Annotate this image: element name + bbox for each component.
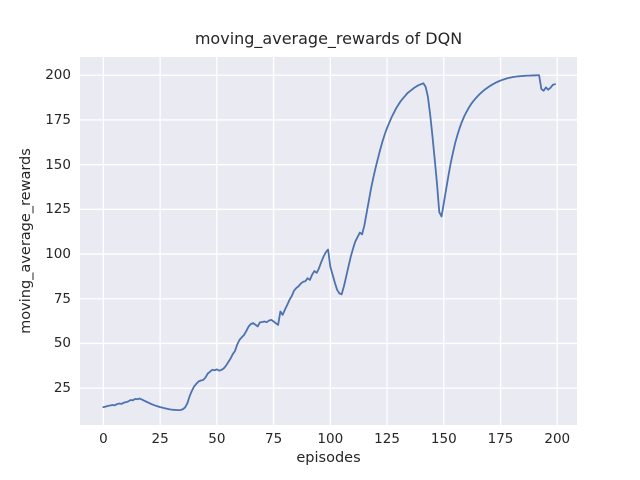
y-tick-label: 200 xyxy=(45,67,71,84)
line-chart xyxy=(80,57,577,425)
x-tick-label: 0 xyxy=(99,431,108,447)
y-tick-label: 75 xyxy=(53,290,71,307)
x-tick-label: 175 xyxy=(487,431,514,447)
x-tick-label: 200 xyxy=(544,431,571,447)
y-tick-label: 100 xyxy=(45,246,71,263)
y-tick-label: 125 xyxy=(45,201,71,218)
data-line xyxy=(102,74,556,412)
x-tick-label: 50 xyxy=(208,431,226,447)
x-axis-label: episodes xyxy=(296,450,361,466)
plot-area xyxy=(80,57,577,425)
x-tick-label: 150 xyxy=(430,431,457,447)
y-tick-label: 25 xyxy=(53,380,71,397)
y-tick-label: 150 xyxy=(45,156,71,173)
x-tick-label: 100 xyxy=(317,431,344,447)
y-tick-label: 50 xyxy=(53,335,71,352)
x-tick-label: 25 xyxy=(151,431,169,447)
chart-title: moving_average_rewards of DQN xyxy=(194,29,463,48)
y-tick-label: 175 xyxy=(45,111,71,128)
x-tick-label: 75 xyxy=(264,431,283,447)
x-tick-label: 125 xyxy=(374,431,400,447)
